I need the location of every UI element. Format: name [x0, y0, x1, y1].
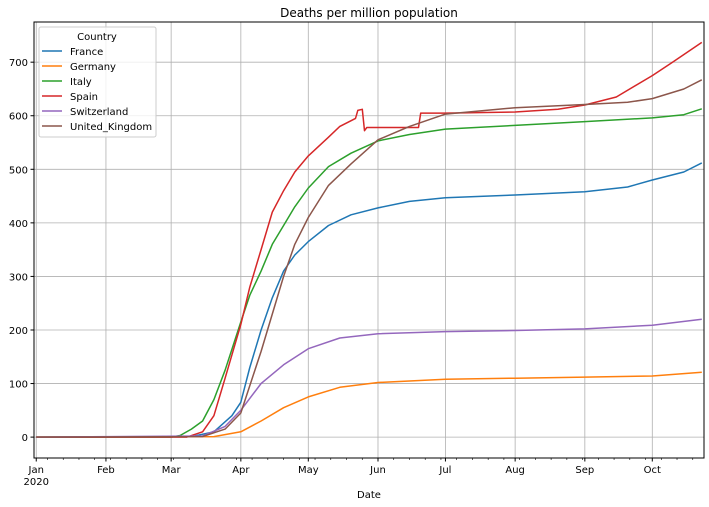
x-tick-label: Jan [28, 465, 44, 476]
legend-entry: Spain [70, 92, 98, 103]
y-tick-label: 500 [9, 165, 28, 176]
legend-entry: Italy [70, 77, 92, 88]
x-tick-label: Aug [505, 465, 525, 476]
x-tick-label: Feb [97, 465, 115, 476]
series-line-united_kingdom [36, 79, 703, 438]
plot-frame [33, 21, 705, 459]
series-line-switzerland [36, 318, 702, 438]
x-tick-year-label: 2020 [24, 477, 49, 488]
x-tick-label: Jul [438, 465, 451, 476]
series-line-germany [36, 371, 702, 438]
legend-box [38, 26, 157, 138]
legend-entry: United_Kingdom [70, 122, 152, 133]
x-tick-label: Mar [162, 465, 182, 476]
y-tick-label: 700 [9, 58, 28, 69]
legend-entry: France [70, 47, 103, 58]
series-line-italy [36, 108, 703, 438]
y-tick-label: 300 [9, 272, 28, 283]
x-tick-label: Jun [369, 465, 386, 476]
series-lines [36, 41, 703, 438]
chart-title: Deaths per million population [280, 6, 458, 20]
series-line-spain [36, 41, 703, 438]
legend-title: Country [77, 32, 117, 43]
x-tick-label: Sep [575, 465, 594, 476]
x-tick-label: Apr [232, 465, 250, 476]
y-tick-label: 600 [9, 112, 28, 123]
legend-entry: Switzerland [70, 107, 128, 118]
x-tick-label: May [298, 465, 319, 476]
legend-entry: Germany [70, 62, 116, 73]
y-tick-label: 200 [9, 326, 28, 337]
y-tick-label: 400 [9, 219, 28, 230]
grid [34, 22, 704, 458]
y-tick-label: 0 [22, 433, 28, 444]
series-line-france [36, 162, 703, 438]
legend: Country France Germany Italy Spain Switzerlan… [38, 26, 157, 138]
x-tick-label: Oct [644, 465, 661, 476]
y-tick-label: 100 [9, 380, 28, 391]
x-axis-label: Date [357, 490, 381, 501]
